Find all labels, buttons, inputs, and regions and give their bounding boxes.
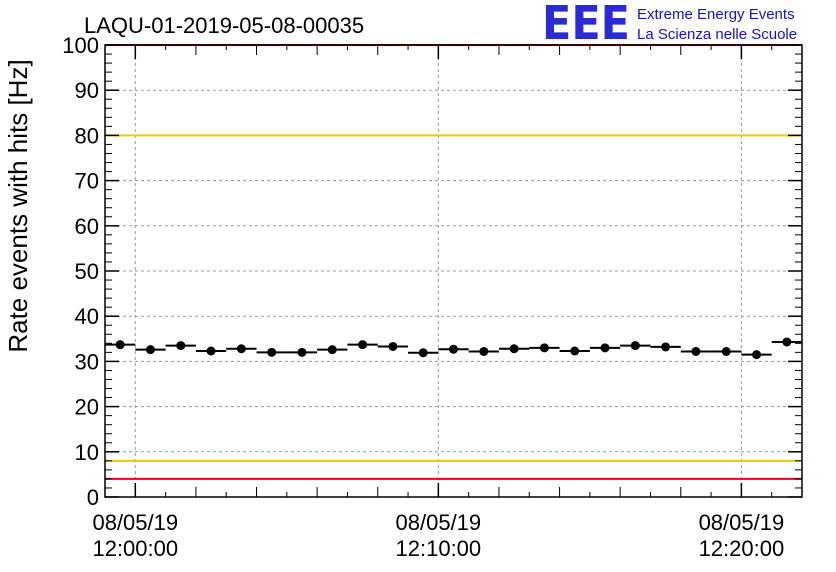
- x-tick-label-date: 08/05/19: [396, 510, 482, 535]
- y-tick-label: 10: [75, 440, 99, 465]
- data-point: [206, 346, 216, 356]
- data-point: [115, 340, 125, 350]
- y-tick-label: 0: [87, 485, 99, 510]
- y-tick-label: 100: [62, 33, 99, 58]
- data-point: [570, 346, 580, 356]
- y-tick-label: 20: [75, 395, 99, 420]
- data-point: [418, 348, 428, 358]
- data-point: [661, 342, 671, 352]
- data-point: [145, 345, 155, 355]
- data-point: [630, 341, 640, 351]
- chart-title: LAQU-01-2019-05-08-00035: [84, 13, 364, 38]
- eee-logo-mark: EEE: [542, 0, 630, 50]
- logo-line-2: La Scienza nelle Scuole: [637, 26, 797, 43]
- grid: [105, 45, 802, 497]
- axis-ticks: 010203040506070809010008/05/1912:00:0008…: [62, 33, 803, 561]
- data-point: [691, 346, 701, 356]
- x-tick-label-date: 08/05/19: [699, 510, 785, 535]
- data-point: [358, 340, 368, 350]
- y-tick-label: 70: [75, 169, 99, 194]
- y-axis-label: Rate events with hits [Hz]: [3, 59, 33, 352]
- data-point: [479, 346, 489, 356]
- y-tick-label: 40: [75, 304, 99, 329]
- data-point: [267, 347, 277, 357]
- eee-logo: EEE Extreme Energy Events La Scienza nel…: [542, 0, 797, 50]
- y-tick-label: 60: [75, 214, 99, 239]
- data-series: [105, 337, 802, 360]
- y-tick-label: 50: [75, 259, 99, 284]
- data-point: [297, 347, 307, 357]
- data-point: [539, 343, 549, 353]
- data-point: [236, 344, 246, 354]
- data-point: [388, 341, 398, 351]
- reference-lines: [105, 44, 802, 480]
- data-point: [721, 346, 731, 356]
- y-tick-label: 30: [75, 349, 99, 374]
- data-point: [509, 344, 519, 354]
- x-tick-label-time: 12:20:00: [699, 536, 785, 561]
- data-point: [449, 344, 458, 354]
- x-tick-label-time: 12:00:00: [92, 536, 178, 561]
- data-point: [600, 343, 610, 353]
- y-tick-label: 90: [75, 78, 99, 103]
- data-point: [327, 345, 337, 355]
- y-tick-label: 80: [75, 123, 99, 148]
- logo-line-1: Extreme Energy Events: [637, 6, 795, 23]
- data-point: [752, 350, 762, 360]
- x-tick-label-time: 12:10:00: [396, 536, 482, 561]
- data-point: [782, 337, 792, 347]
- x-tick-label-date: 08/05/19: [92, 510, 178, 535]
- data-point: [176, 341, 186, 351]
